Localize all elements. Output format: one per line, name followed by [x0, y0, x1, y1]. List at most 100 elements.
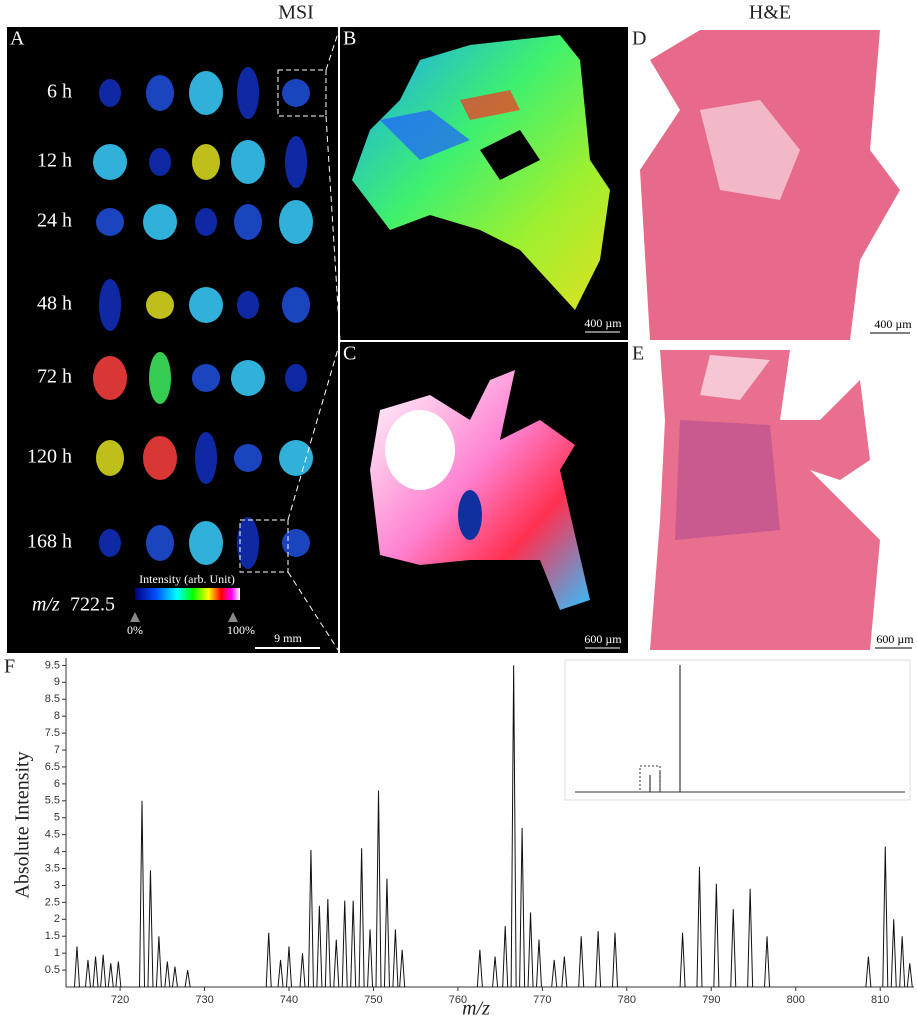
- mz-label: m/z: [32, 594, 60, 616]
- peak: [520, 828, 525, 987]
- peak: [477, 950, 482, 987]
- x-tick-label: 790: [702, 994, 720, 1006]
- panel-label: F: [4, 656, 15, 678]
- y-tick-label: 5: [54, 812, 60, 824]
- x-tick-label: 730: [195, 994, 213, 1006]
- time-label: 72 h: [37, 366, 72, 388]
- peak: [116, 962, 121, 987]
- tissue-thumb: [149, 148, 171, 176]
- header: MSI: [278, 2, 314, 24]
- y-tick-label: 7.5: [45, 727, 60, 739]
- tissue-thumb: [96, 440, 124, 476]
- peak: [359, 848, 364, 987]
- y-tick-label: 9.5: [45, 659, 60, 671]
- x-tick-label: 760: [449, 994, 467, 1006]
- peak: [511, 665, 516, 987]
- peak: [900, 936, 905, 987]
- peak: [883, 847, 888, 987]
- peak: [562, 957, 567, 987]
- tissue-thumb: [146, 291, 174, 319]
- peak: [351, 901, 356, 987]
- colorbar: [135, 588, 240, 600]
- peak: [334, 940, 339, 987]
- peak: [74, 946, 79, 987]
- figure: MSI H&E 6 h12 h24 h48 h72 h120 h168 h In…: [0, 0, 917, 1021]
- y-tick-label: 3: [54, 879, 60, 891]
- peak: [393, 929, 398, 987]
- y-tick-label: 2.5: [45, 896, 60, 908]
- tissue-thumb: [195, 432, 217, 484]
- peak: [148, 870, 153, 987]
- tissue-thumb: [285, 136, 307, 188]
- peak: [596, 931, 601, 987]
- y-tick-label: 4: [54, 845, 60, 857]
- y-tick-label: 5.5: [45, 795, 60, 807]
- peak: [278, 960, 283, 987]
- tissue-thumb: [99, 79, 121, 107]
- tissue-thumb: [192, 144, 220, 180]
- peak: [536, 940, 541, 987]
- peak: [866, 957, 871, 987]
- time-label: 24 h: [37, 210, 72, 232]
- peak: [156, 936, 161, 987]
- scale-text: 400 µm: [874, 317, 912, 331]
- peak: [325, 899, 330, 987]
- peak: [613, 933, 618, 987]
- tissue-thumb: [146, 75, 174, 111]
- tissue-thumb: [231, 140, 265, 184]
- x-tick-label: 720: [111, 994, 129, 1006]
- peak: [85, 960, 90, 987]
- y-tick-label: 1: [54, 947, 60, 959]
- msi-region: [385, 410, 455, 490]
- tissue-thumb: [231, 360, 265, 396]
- y-tick-label: 4.5: [45, 829, 60, 841]
- mz-value: 722.5: [70, 594, 115, 616]
- y-tick-label: 8: [54, 710, 60, 722]
- peak: [731, 909, 736, 987]
- peak: [101, 955, 106, 987]
- peak: [765, 936, 770, 987]
- x-tick-label: 800: [787, 994, 805, 1006]
- time-label: 120 h: [27, 446, 72, 468]
- time-label: 48 h: [37, 293, 72, 315]
- peak: [342, 901, 347, 987]
- tissue-thumb: [189, 287, 223, 323]
- tissue: [675, 420, 780, 540]
- tissue-thumb: [195, 208, 217, 236]
- peak: [300, 953, 305, 987]
- x-tick-label: 780: [618, 994, 636, 1006]
- peak: [552, 960, 557, 987]
- peak: [93, 957, 98, 987]
- peak: [308, 850, 313, 987]
- tissue-thumb: [279, 200, 313, 244]
- colorbar-max: 100%: [227, 623, 255, 637]
- peak: [503, 926, 508, 987]
- peak: [714, 884, 719, 987]
- peak: [579, 936, 584, 987]
- panel-label: C: [343, 343, 356, 365]
- y-tick-label: 3.5: [45, 862, 60, 874]
- msi-region: [458, 490, 482, 540]
- tissue-thumb: [93, 144, 127, 180]
- peak: [140, 801, 145, 987]
- panel-label: E: [632, 343, 644, 365]
- peak: [376, 791, 381, 987]
- scale-text: 600 µm: [876, 632, 914, 646]
- y-tick-label: 8.5: [45, 693, 60, 705]
- y-tick-label: 7: [54, 744, 60, 756]
- colorbar-title: Intensity (arb. Unit): [139, 572, 235, 586]
- y-tick-label: 2: [54, 913, 60, 925]
- peak: [697, 867, 702, 987]
- tissue-thumb: [279, 440, 313, 476]
- panel-label: B: [343, 28, 356, 50]
- peak: [528, 913, 533, 987]
- y-tick-label: 6.5: [45, 761, 60, 773]
- inset-frame: [565, 660, 910, 800]
- tissue-thumb: [189, 521, 223, 565]
- tissue-thumb: [99, 529, 121, 557]
- tissue-thumb: [192, 364, 220, 392]
- colorbar-min: 0%: [127, 623, 143, 637]
- time-label: 168 h: [27, 531, 72, 553]
- tissue-thumb: [189, 71, 223, 115]
- tissue-thumb: [234, 204, 262, 240]
